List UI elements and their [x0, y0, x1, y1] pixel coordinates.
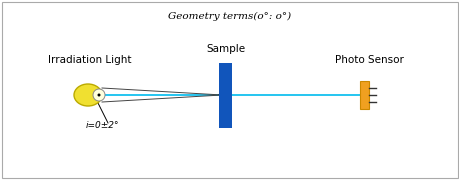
Text: Sample: Sample [206, 44, 245, 54]
Bar [360, 81, 369, 109]
Text: Irradiation Light: Irradiation Light [48, 55, 131, 65]
Text: Photo Sensor: Photo Sensor [334, 55, 403, 65]
Bar [219, 62, 232, 127]
Ellipse shape [74, 84, 102, 106]
Text: Geometry terms(ο°: ο°): Geometry terms(ο°: ο°) [168, 12, 291, 21]
Text: i=0±2°: i=0±2° [86, 120, 119, 129]
Circle shape [97, 93, 100, 96]
Circle shape [93, 89, 105, 101]
